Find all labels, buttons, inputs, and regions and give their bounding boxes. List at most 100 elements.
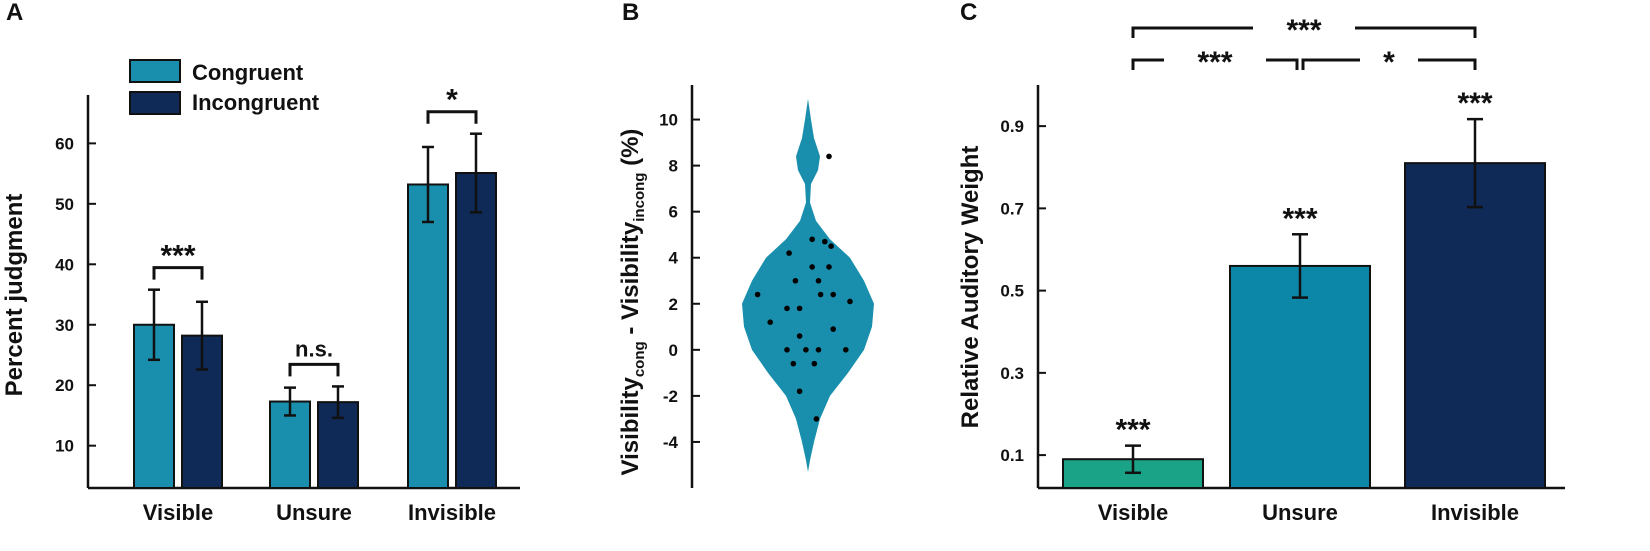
significance-label: n.s. — [295, 336, 333, 361]
x-category-label: Visible — [1098, 500, 1169, 525]
x-category-label: Invisible — [408, 500, 496, 525]
bracket-visible-invisible-right — [1355, 26, 1477, 38]
data-point — [809, 264, 815, 270]
y-tick-label: 0.5 — [1000, 282, 1024, 301]
x-category-label: Unsure — [276, 500, 352, 525]
x-category-label: Invisible — [1431, 500, 1519, 525]
significance-label: * — [446, 84, 458, 117]
data-point — [792, 277, 799, 284]
bracket-visible-unsure-right — [1266, 58, 1299, 70]
bar-invisible-congruent — [407, 183, 449, 490]
panel-b-y-label-sub2: incong — [631, 173, 648, 222]
panel-b-label: B — [622, 0, 639, 26]
panel-a: A Percent judgment 10 20 30 40 50 60 Visible Un… — [1, 0, 520, 525]
y-tick-label: 20 — [55, 376, 74, 395]
y-tick-label: -2 — [663, 387, 678, 406]
y-tick-label: 0.9 — [1000, 117, 1024, 136]
bracket-unsure-invisible-left — [1301, 58, 1360, 70]
y-tick-label: 30 — [55, 316, 74, 335]
x-category-label: Visible — [143, 500, 214, 525]
bracket-unsure-invisible-label: * — [1383, 46, 1395, 79]
y-tick-label: 60 — [55, 134, 74, 153]
data-point — [767, 319, 773, 325]
legend-swatch-incongruent — [129, 91, 181, 115]
panel-b-y-axis-label: Visibilitycong - Visibilityincong (%) — [617, 129, 648, 476]
legend-swatch-congruent — [129, 59, 181, 83]
data-point — [784, 347, 790, 353]
data-point — [815, 277, 822, 284]
bar-significance-label: *** — [1282, 202, 1317, 235]
data-point — [830, 291, 836, 298]
panel-b-y-label-mid: - Visibility — [617, 221, 644, 341]
y-tick-label: 0 — [669, 341, 678, 360]
data-point — [784, 305, 790, 312]
significance-label: *** — [160, 240, 195, 273]
violin-shape — [742, 98, 874, 472]
y-tick-label: 0.3 — [1000, 364, 1024, 383]
panel-b-axes: -4 -2 0 2 4 6 8 10 — [659, 85, 700, 488]
bracket-visible-unsure-label: *** — [1197, 46, 1232, 79]
panel-a-axes: 10 20 30 40 50 60 Visible Unsure Invisible — [55, 95, 520, 525]
panel-b-y-label-end: (%) — [617, 129, 644, 173]
data-point — [754, 291, 761, 298]
data-point — [796, 305, 803, 312]
panel-c-pair-comparisons: *** **** — [1131, 14, 1477, 79]
bar-significance-label: *** — [1457, 87, 1492, 120]
legend-label-congruent: Congruent — [192, 60, 304, 85]
bar-significance-label: *** — [1115, 414, 1150, 447]
panel-c-bars: *** *** *** — [1062, 87, 1546, 490]
panel-c-label: C — [960, 0, 977, 26]
panel-c-axes: 0.1 0.3 0.5 0.7 0.9 Visible Unsure Invisible — [1000, 85, 1565, 525]
data-point — [843, 347, 849, 353]
data-point — [809, 236, 815, 243]
bar-invisible — [1404, 162, 1546, 489]
bar-unsure — [1229, 264, 1371, 489]
data-point — [786, 250, 792, 256]
panel-a-label: A — [6, 0, 23, 26]
y-tick-label: 0.7 — [1000, 199, 1024, 218]
data-point — [826, 264, 832, 270]
bracket-visible-invisible-left — [1131, 26, 1253, 38]
data-point — [817, 291, 824, 298]
y-tick-label: 0.1 — [1000, 446, 1024, 465]
data-point — [828, 243, 834, 249]
y-tick-label: 2 — [669, 295, 678, 314]
y-tick-label: 50 — [55, 195, 74, 214]
y-tick-label: 4 — [669, 249, 679, 268]
y-tick-label: 10 — [659, 111, 678, 130]
panel-a-y-axis-label: Percent judgment — [1, 194, 28, 397]
panel-a-bars: *** n.s. * — [133, 84, 497, 490]
panel-a-legend: Congruent Incongruent — [129, 59, 320, 115]
y-tick-label: 6 — [669, 203, 678, 222]
bracket-unsure-invisible-right — [1418, 58, 1477, 70]
panel-c: C Relative Auditory Weight 0.10.30.50.70… — [957, 0, 1565, 525]
y-tick-label: 40 — [55, 255, 74, 274]
significance-bracket — [288, 362, 340, 377]
panel-b-y-label-sub1: cong — [631, 341, 648, 377]
data-point — [830, 326, 836, 332]
significance-bracket — [426, 110, 478, 124]
data-point — [822, 238, 828, 245]
y-tick-label: 8 — [669, 157, 678, 176]
legend-label-incongruent: Incongruent — [192, 90, 320, 115]
bracket-visible-unsure-left — [1131, 58, 1164, 70]
panel-c-y-axis-label: Relative Auditory Weight — [957, 146, 984, 429]
data-point — [796, 333, 803, 339]
panel-b-y-label-main: Visibility — [617, 377, 644, 476]
data-point — [813, 416, 820, 422]
data-point — [847, 298, 853, 305]
panel-b: B Visibilitycong - Visibilityincong (%) … — [617, 0, 874, 488]
bar-invisible-incongruent — [455, 171, 497, 489]
bracket-visible-invisible-label: *** — [1286, 14, 1321, 47]
x-category-label: Unsure — [1262, 500, 1338, 525]
data-point — [815, 347, 822, 353]
panel-b-points — [754, 153, 853, 422]
data-point — [790, 360, 797, 367]
data-point — [796, 388, 803, 395]
data-point — [803, 347, 809, 353]
data-point — [826, 153, 832, 160]
y-tick-label: 10 — [55, 437, 74, 456]
data-point — [811, 360, 818, 367]
y-tick-label: -4 — [663, 433, 679, 452]
